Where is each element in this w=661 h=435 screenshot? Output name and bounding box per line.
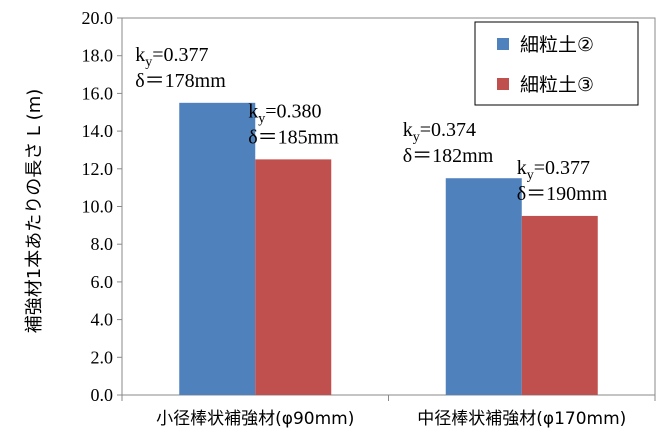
bar-annotation-delta: δ＝185mm: [248, 126, 339, 148]
bar-annotation-delta: δ＝182mm: [403, 145, 494, 167]
y-tick-label: 0.0: [91, 385, 114, 405]
legend-swatch: [497, 78, 509, 90]
legend-box: [474, 21, 639, 106]
annotations: ky=0.377δ＝178mmky=0.374δ＝182mmky=0.380δ＝…: [135, 44, 607, 205]
bar-annotation-k: ky=0.377: [517, 157, 590, 183]
y-tick-label: 16.0: [82, 83, 114, 103]
y-tick-label: 18.0: [82, 46, 114, 66]
y-axis-label: 補強材1本あたりの長さ L (m): [24, 89, 45, 334]
bar-annotation-delta: δ＝190mm: [517, 183, 608, 205]
bars: [179, 102, 598, 395]
y-tick-label: 10.0: [82, 197, 114, 217]
category-label: 小径棒状補強材(φ90mm): [156, 409, 354, 429]
bar-annotation-delta: δ＝178mm: [135, 70, 226, 92]
bar: [445, 178, 522, 395]
bar: [521, 215, 598, 395]
bar-annotation-k: ky=0.380: [248, 100, 321, 126]
legend-swatch: [497, 38, 509, 50]
bar: [179, 102, 256, 395]
legend: 細粒土② 細粒土③: [474, 21, 639, 106]
y-tick-label: 14.0: [82, 121, 114, 141]
y-tick-label: 6.0: [91, 272, 114, 292]
legend-label: 細粒土②: [520, 34, 594, 56]
bar: [255, 159, 332, 395]
y-tick-label: 8.0: [91, 234, 114, 254]
y-tick-label: 4.0: [91, 310, 114, 330]
legend-label: 細粒土③: [520, 74, 594, 96]
category-label: 中径棒状補強材(φ170mm): [417, 409, 626, 429]
y-tick-label: 12.0: [82, 159, 114, 179]
y-tick-label: 2.0: [91, 347, 114, 367]
bar-annotation-k: ky=0.377: [135, 44, 208, 70]
bar-annotation-k: ky=0.374: [403, 119, 476, 145]
y-tick-label: 20.0: [82, 8, 114, 28]
axes: 0.0 2.0 4.0 6.0 8.0 10.0 12.0 14.0 16.0 18.0 20.0 小…: [82, 8, 656, 429]
